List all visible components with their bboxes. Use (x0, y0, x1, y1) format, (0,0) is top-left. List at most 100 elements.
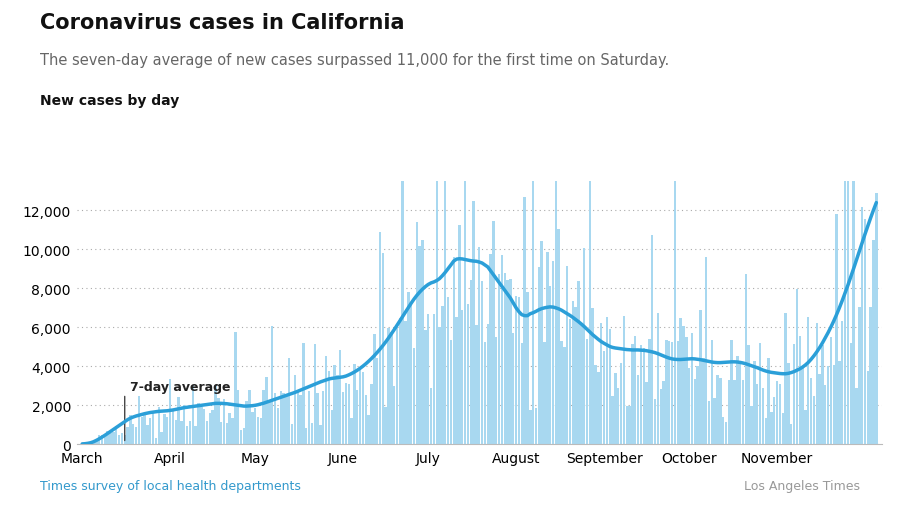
Bar (691, 333, 693, 444)
Bar (815, 324, 818, 444)
Bar (86, 443, 89, 444)
Bar (739, 362, 742, 444)
Bar (453, 257, 454, 444)
Bar (370, 384, 373, 444)
Bar (223, 399, 225, 444)
Bar (464, 172, 466, 444)
Bar (788, 363, 789, 444)
Bar (212, 410, 214, 444)
Bar (180, 421, 183, 444)
Text: 7-day average: 7-day average (130, 380, 231, 393)
Bar (847, 181, 850, 444)
Bar (234, 332, 237, 444)
Bar (707, 401, 710, 444)
Bar (532, 172, 535, 444)
Bar (410, 305, 412, 444)
Bar (158, 407, 160, 444)
Bar (288, 358, 291, 444)
Bar (648, 339, 651, 444)
Bar (591, 309, 594, 444)
Bar (438, 328, 441, 444)
Bar (248, 390, 251, 444)
Bar (430, 388, 432, 444)
Bar (200, 407, 202, 444)
Bar (217, 398, 220, 444)
Bar (149, 418, 151, 444)
Bar (441, 307, 444, 444)
Bar (237, 390, 239, 444)
Bar (544, 342, 545, 444)
Bar (353, 364, 356, 444)
Bar (546, 253, 548, 444)
Bar (504, 274, 506, 444)
Bar (727, 380, 730, 444)
Bar (313, 344, 316, 444)
Bar (268, 402, 271, 444)
Bar (345, 384, 347, 444)
Bar (350, 418, 353, 444)
Bar (175, 420, 177, 444)
Bar (577, 281, 580, 444)
Bar (537, 268, 540, 444)
Bar (104, 437, 106, 444)
Bar (424, 330, 427, 444)
Bar (688, 368, 690, 444)
Bar (830, 337, 833, 444)
Bar (135, 427, 138, 444)
Bar (751, 406, 752, 444)
Bar (396, 327, 398, 444)
Bar (231, 419, 234, 444)
Bar (271, 327, 274, 444)
Bar (594, 365, 597, 444)
Bar (608, 329, 611, 444)
Bar (606, 317, 608, 444)
Bar (665, 340, 668, 444)
Bar (785, 314, 787, 444)
Bar (362, 373, 364, 444)
Bar (89, 442, 92, 444)
Bar (835, 215, 838, 444)
Bar (214, 385, 217, 444)
Bar (694, 379, 696, 444)
Bar (202, 409, 205, 444)
Bar (283, 393, 284, 444)
Bar (801, 367, 804, 444)
Bar (458, 226, 461, 444)
Bar (574, 307, 577, 444)
Bar (634, 337, 636, 444)
Bar (95, 441, 97, 444)
Bar (263, 390, 265, 444)
Bar (330, 411, 333, 444)
Bar (333, 365, 336, 444)
Text: Coronavirus cases in California: Coronavirus cases in California (40, 13, 405, 33)
Bar (98, 435, 101, 444)
Bar (130, 415, 131, 444)
Bar (554, 180, 557, 444)
Bar (374, 334, 375, 444)
Bar (123, 435, 126, 444)
Bar (206, 421, 208, 444)
Bar (163, 415, 166, 444)
Bar (172, 411, 174, 444)
Bar (450, 340, 452, 444)
Bar (770, 412, 772, 444)
Bar (109, 433, 112, 444)
Bar (209, 413, 211, 444)
Bar (393, 386, 395, 444)
Bar (572, 301, 574, 444)
Bar (821, 345, 824, 444)
Bar (183, 405, 185, 444)
Bar (140, 417, 143, 444)
Bar (631, 344, 634, 444)
Bar (875, 193, 878, 444)
Bar (364, 395, 367, 444)
Bar (296, 390, 299, 444)
Bar (643, 349, 645, 444)
Bar (742, 380, 744, 444)
Bar (872, 240, 875, 444)
Bar (84, 443, 86, 444)
Bar (444, 172, 446, 444)
Bar (226, 424, 228, 444)
Bar (293, 375, 296, 444)
Bar (384, 407, 387, 444)
